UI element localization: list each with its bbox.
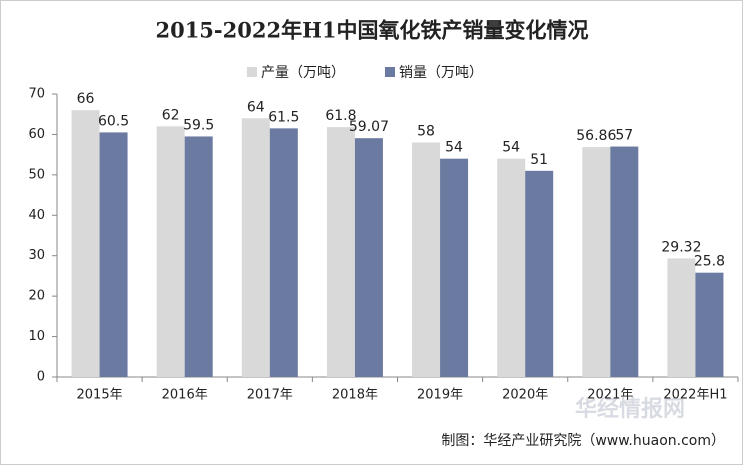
bar	[582, 147, 611, 377]
bar	[156, 126, 185, 377]
y-tick-label: 70	[28, 87, 45, 102]
data-label: 61.8	[325, 108, 356, 124]
data-label: 54	[445, 140, 463, 156]
legend-swatch	[385, 67, 395, 77]
data-label: 66	[77, 91, 95, 107]
y-tick-label: 40	[28, 208, 45, 223]
legend-label: 产量（万吨）	[261, 65, 345, 81]
bar	[99, 132, 128, 377]
data-label: 58	[417, 124, 435, 140]
data-label: 29.32	[661, 239, 701, 255]
x-tick-label: 2017年	[247, 388, 293, 403]
data-label: 59.5	[183, 117, 214, 133]
data-label: 25.8	[694, 254, 725, 270]
x-tick-label: 2021年	[587, 388, 633, 403]
data-label: 60.5	[98, 113, 129, 129]
data-label: 57	[615, 128, 633, 144]
bar	[497, 158, 526, 377]
bar	[610, 146, 639, 377]
bar	[326, 127, 355, 377]
bar	[71, 110, 100, 378]
x-tick-label: 2019年	[417, 388, 463, 403]
data-label: 61.5	[268, 109, 299, 125]
x-tick-label: 2018年	[332, 388, 378, 403]
x-tick-label: 2016年	[162, 388, 208, 403]
bar	[241, 118, 270, 377]
source: 制图：华经产业研究院（www.huaon.com）	[441, 433, 725, 449]
data-label: 51	[530, 152, 548, 168]
y-tick-label: 60	[28, 127, 45, 142]
data-label: 64	[247, 99, 265, 115]
y-tick-label: 50	[28, 167, 45, 182]
watermark: 华经情报网	[575, 396, 685, 422]
y-tick-label: 10	[28, 329, 45, 344]
x-tick-label: 2015年	[77, 388, 123, 403]
chart-title: 2015-2022年H1中国氧化铁产销量变化情况	[155, 18, 588, 43]
x-tick-label: 2022年H1	[663, 388, 727, 403]
data-label: 54	[502, 140, 520, 156]
data-label: 62	[162, 107, 180, 123]
bar	[412, 142, 441, 377]
y-tick-label: 20	[28, 289, 45, 304]
bar	[184, 136, 213, 377]
x-tick-label: 2020年	[502, 388, 548, 403]
bar	[667, 258, 696, 377]
legend-swatch	[247, 67, 257, 77]
data-label: 56.86	[576, 128, 616, 144]
data-label: 59.07	[349, 119, 389, 135]
y-tick-label: 30	[28, 248, 45, 263]
y-tick-label: 0	[37, 370, 45, 385]
bar	[525, 170, 554, 377]
bar	[440, 158, 469, 377]
bar	[695, 272, 724, 377]
bar	[269, 128, 298, 377]
bar	[354, 138, 383, 377]
legend-label: 销量（万吨）	[399, 65, 483, 81]
